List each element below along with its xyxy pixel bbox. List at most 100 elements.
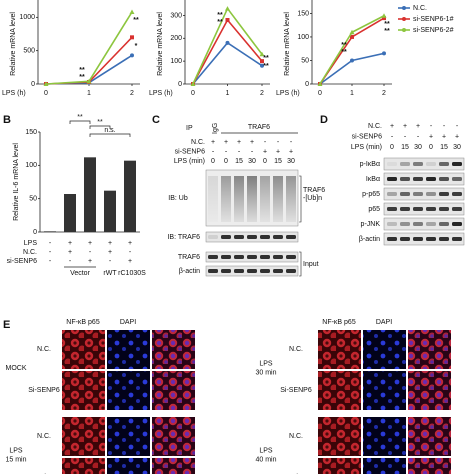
band xyxy=(286,255,296,259)
band xyxy=(387,237,397,241)
group-label: 15 min xyxy=(5,456,26,463)
row-sign: - xyxy=(129,249,132,256)
panel-letter: B xyxy=(3,114,11,126)
micrograph xyxy=(408,330,451,369)
ip-label: IP xyxy=(186,125,193,132)
band xyxy=(413,207,423,211)
x-axis-label: LPS (h) xyxy=(276,90,300,97)
micrograph xyxy=(408,417,451,456)
x-tick-label: 0 xyxy=(318,90,322,97)
row-cell: + xyxy=(250,139,254,146)
point xyxy=(225,18,230,22)
row-cell: 30 xyxy=(287,158,295,165)
point xyxy=(350,34,354,39)
blot-label: p-IκBα xyxy=(360,161,380,168)
row-label: N.C. xyxy=(23,249,37,256)
y-tick-label: 0 xyxy=(305,81,309,88)
point xyxy=(260,59,264,64)
significance: ** xyxy=(133,17,139,24)
band xyxy=(247,235,257,239)
column-header: NF-κB p65 xyxy=(66,319,100,326)
band xyxy=(400,222,410,226)
row-label: N.C. xyxy=(289,433,303,440)
blot xyxy=(383,187,465,201)
micrograph xyxy=(62,371,105,410)
micrograph xyxy=(363,458,406,474)
point xyxy=(130,53,134,58)
blot-label: IB: TRAF6 xyxy=(167,234,200,241)
band xyxy=(387,177,397,181)
series-line xyxy=(319,15,385,85)
row-cell: 0 xyxy=(263,158,267,165)
row-label: N.C. xyxy=(191,139,205,146)
blot xyxy=(383,172,465,186)
blot xyxy=(383,202,465,216)
row-sign: - xyxy=(49,240,52,247)
band xyxy=(426,192,436,196)
significance: ** xyxy=(384,28,390,35)
row-sign: + xyxy=(108,240,112,247)
significance: ** xyxy=(97,119,103,126)
band xyxy=(426,222,436,226)
row-cell: - xyxy=(225,148,228,155)
group-label: LPS xyxy=(259,360,273,367)
legend-marker xyxy=(402,28,406,32)
x-axis-label: LPS (h) xyxy=(2,90,26,97)
band xyxy=(260,269,270,273)
band xyxy=(273,235,283,239)
row-cell: 15 xyxy=(235,158,243,165)
micrograph xyxy=(363,330,406,369)
band xyxy=(439,192,449,196)
smear xyxy=(260,176,270,222)
band xyxy=(208,255,218,259)
band xyxy=(413,162,423,166)
row-sign: + xyxy=(128,258,132,265)
bracket xyxy=(89,133,131,137)
bar xyxy=(84,157,96,232)
row-label: si-SENP6 xyxy=(352,133,382,140)
micrograph xyxy=(107,417,150,456)
smear xyxy=(208,176,218,222)
band xyxy=(221,269,231,273)
row-cell: - xyxy=(404,133,407,140)
column-header: DAPI xyxy=(120,319,136,326)
micrograph xyxy=(318,417,361,456)
legend-label: si-SENP6-2# xyxy=(413,27,454,34)
x-tick-label: 2 xyxy=(260,90,264,97)
bar xyxy=(104,190,116,232)
blot-label: p-JNK xyxy=(361,221,381,228)
row-sign: - xyxy=(49,258,52,265)
bracket xyxy=(299,175,302,223)
micrograph xyxy=(408,458,451,474)
column-header: NF-κB p65 xyxy=(322,319,356,326)
band xyxy=(208,235,218,239)
band xyxy=(387,207,397,211)
legend-label: si-SENP6-1# xyxy=(413,16,454,23)
blot-label: β-actin xyxy=(359,236,380,243)
row-cell: - xyxy=(391,133,394,140)
row-cell: + xyxy=(442,133,446,140)
side-label: Input xyxy=(303,261,319,268)
micrograph xyxy=(318,371,361,410)
row-sign: + xyxy=(108,249,112,256)
band xyxy=(439,162,449,166)
bracket xyxy=(299,251,302,277)
micrograph xyxy=(318,330,361,369)
band xyxy=(413,192,423,196)
band xyxy=(452,237,462,241)
x-axis-label: LPS (h) xyxy=(149,90,173,97)
row-label: si-SENP6 xyxy=(175,148,205,155)
row-sign: - xyxy=(89,249,92,256)
micrograph xyxy=(152,371,195,410)
row-label: Si-SENP6 xyxy=(280,387,312,394)
row-cell: - xyxy=(443,123,446,130)
row-cell: + xyxy=(429,133,433,140)
group-label: LPS xyxy=(259,447,273,454)
row-label: si-SENP6 xyxy=(7,258,37,265)
row-cell: 0 xyxy=(224,158,228,165)
band xyxy=(439,237,449,241)
micrograph xyxy=(62,330,105,369)
row-label: N.C. xyxy=(289,346,303,353)
band xyxy=(387,192,397,196)
group-label: LPS xyxy=(9,447,23,454)
